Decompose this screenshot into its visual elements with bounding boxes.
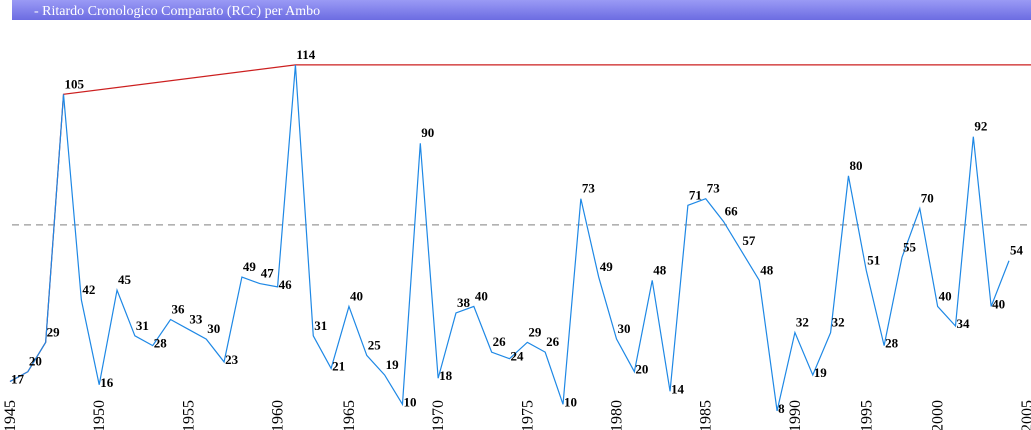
data-label: 32: [796, 315, 809, 330]
x-tick-label: 1955: [180, 400, 197, 430]
data-label: 70: [921, 191, 934, 206]
data-label: 36: [172, 301, 186, 316]
chart-title: - Ritardo Cronologico Comparato (RCc) pe…: [34, 4, 320, 19]
data-label: 45: [118, 272, 131, 287]
data-label: 90: [421, 125, 434, 140]
data-label: 10: [403, 394, 416, 409]
x-tick-label: 1970: [430, 400, 447, 430]
data-label: 8: [778, 401, 785, 416]
data-label: 49: [243, 259, 256, 274]
data-label: 46: [279, 277, 293, 292]
data-label: 20: [635, 362, 648, 377]
data-label: 26: [493, 334, 507, 349]
data-label: 17: [11, 372, 25, 387]
header-bar: [12, 0, 1031, 20]
data-label: 47: [261, 266, 275, 281]
data-label: 28: [154, 336, 168, 351]
data-label: 34: [956, 316, 970, 331]
data-label: 19: [814, 365, 828, 380]
data-label: 19: [386, 357, 400, 372]
data-label: 40: [992, 296, 1005, 311]
record-line: [9, 64, 1031, 383]
data-label: 20: [29, 354, 42, 369]
data-label: 18: [439, 368, 453, 383]
x-tick-label: 1945: [2, 400, 19, 430]
data-label: 55: [903, 239, 917, 254]
data-label: 48: [653, 262, 667, 277]
data-label: 38: [457, 295, 471, 310]
data-label: 92: [974, 119, 987, 134]
x-tick-label: 1975: [519, 400, 536, 430]
data-label: 14: [671, 381, 685, 396]
data-label: 49: [600, 259, 614, 274]
data-label: 40: [475, 288, 488, 303]
data-label: 114: [296, 47, 315, 62]
data-label: 73: [707, 181, 721, 196]
x-tick-label: 2005: [1019, 400, 1031, 430]
data-label: 10: [564, 394, 577, 409]
data-label: 48: [760, 262, 774, 277]
data-label: 51: [867, 253, 880, 268]
data-label: 28: [885, 336, 899, 351]
x-tick-label: 2000: [930, 400, 947, 430]
data-label: 105: [65, 76, 85, 91]
data-label: 31: [314, 318, 327, 333]
data-label: 16: [100, 375, 114, 390]
data-label: 21: [332, 358, 345, 373]
data-label: 73: [582, 181, 596, 196]
data-label: 30: [618, 321, 631, 336]
data-label: 71: [689, 187, 702, 202]
data-label: 29: [47, 324, 61, 339]
data-label: 40: [939, 288, 952, 303]
data-line: [9, 64, 1010, 412]
x-tick-label: 1985: [698, 400, 715, 430]
data-label: 23: [225, 352, 239, 367]
data-label: 54: [1010, 243, 1024, 258]
data-label: 26: [546, 334, 560, 349]
x-tick-label: 1950: [91, 400, 108, 430]
x-tick-label: 1965: [341, 400, 358, 430]
data-label: 40: [350, 288, 363, 303]
x-tick-label: 1960: [270, 400, 287, 430]
data-label: 30: [207, 321, 220, 336]
data-label: 25: [368, 337, 382, 352]
x-tick-label: 1995: [858, 400, 875, 430]
data-label: 80: [849, 158, 862, 173]
data-label: 66: [725, 204, 739, 219]
data-label: 42: [82, 282, 95, 297]
data-label: 29: [528, 324, 542, 339]
data-label: 32: [832, 315, 845, 330]
data-label: 31: [136, 318, 149, 333]
data-label: 57: [742, 233, 756, 248]
x-tick-label: 1980: [609, 400, 626, 430]
data-label: 24: [511, 349, 525, 364]
data-label: 33: [189, 311, 203, 326]
x-tick-label: 1990: [787, 400, 804, 430]
